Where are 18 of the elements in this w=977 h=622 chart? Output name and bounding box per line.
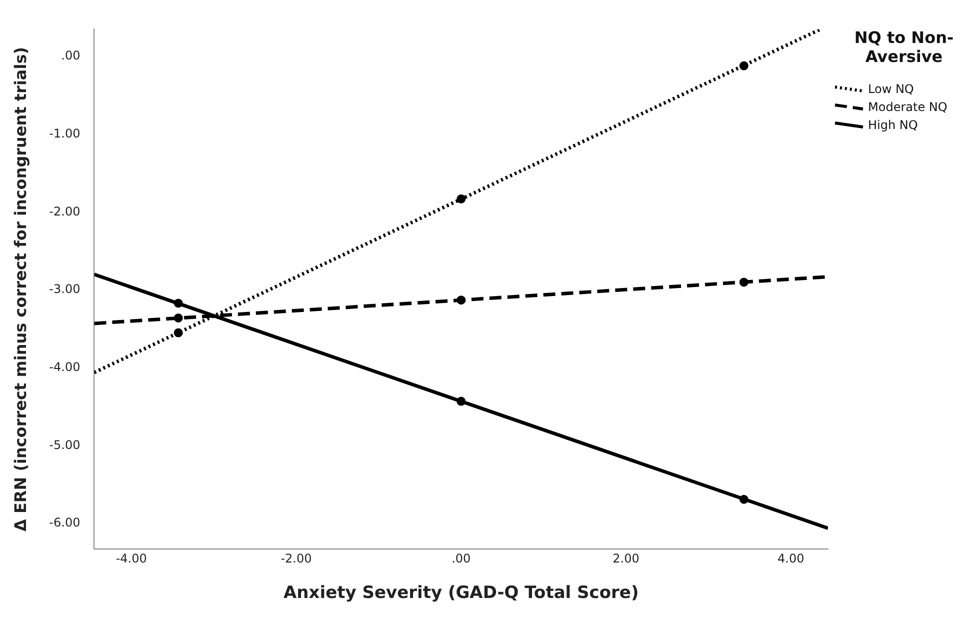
y-tick-label: -1.00 bbox=[49, 126, 80, 140]
y-axis-title: Δ ERN (incorrect minus correct for incongruent trials) bbox=[10, 46, 30, 532]
y-tick-label: -5.00 bbox=[49, 438, 80, 452]
y-tick-label: -4.00 bbox=[49, 360, 80, 374]
x-tick-label: .00 bbox=[452, 552, 471, 566]
y-tick-label: -2.00 bbox=[49, 204, 80, 218]
legend-label: Low NQ bbox=[868, 82, 914, 96]
y-tick-label: .00 bbox=[61, 48, 80, 63]
legend-label: Moderate NQ bbox=[868, 100, 948, 114]
y-tick-label: -6.00 bbox=[49, 516, 80, 530]
x-tick-label: -4.00 bbox=[116, 552, 147, 566]
y-tick-label: -3.00 bbox=[49, 282, 80, 296]
x-axis-title: Anxiety Severity (GAD-Q Total Score) bbox=[284, 583, 639, 604]
legend-label: High NQ bbox=[868, 118, 918, 132]
x-tick-label: 4.00 bbox=[778, 552, 804, 566]
legend-title: NQ to Non-Aversive bbox=[853, 28, 955, 66]
x-tick-label: 2.00 bbox=[612, 552, 640, 566]
x-tick-label: -2.00 bbox=[280, 552, 312, 566]
